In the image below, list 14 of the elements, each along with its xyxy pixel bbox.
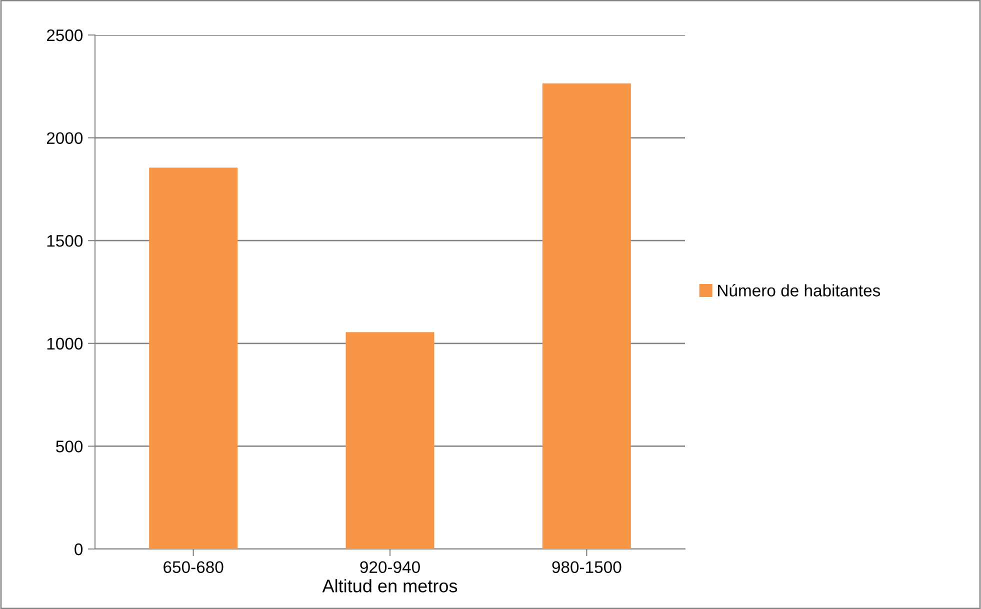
x-tick-label: 980-1500 [552, 561, 622, 574]
bar [149, 168, 238, 549]
y-tick-label: 1500 [47, 235, 83, 247]
bar [542, 83, 631, 549]
y-tick-label: 1000 [47, 338, 83, 350]
legend-label: Número de habitantes [718, 284, 880, 296]
x-tick-label: 920-940 [360, 561, 420, 574]
y-tick-label: 500 [56, 440, 83, 452]
y-tick-label: 0 [74, 543, 83, 556]
y-tick-label: 2500 [46, 29, 83, 42]
x-axis-title: Altitud en metros [322, 579, 458, 592]
bar [346, 332, 434, 549]
x-tick-label: 650-680 [164, 561, 224, 574]
y-tick-label: 2000 [46, 132, 83, 144]
